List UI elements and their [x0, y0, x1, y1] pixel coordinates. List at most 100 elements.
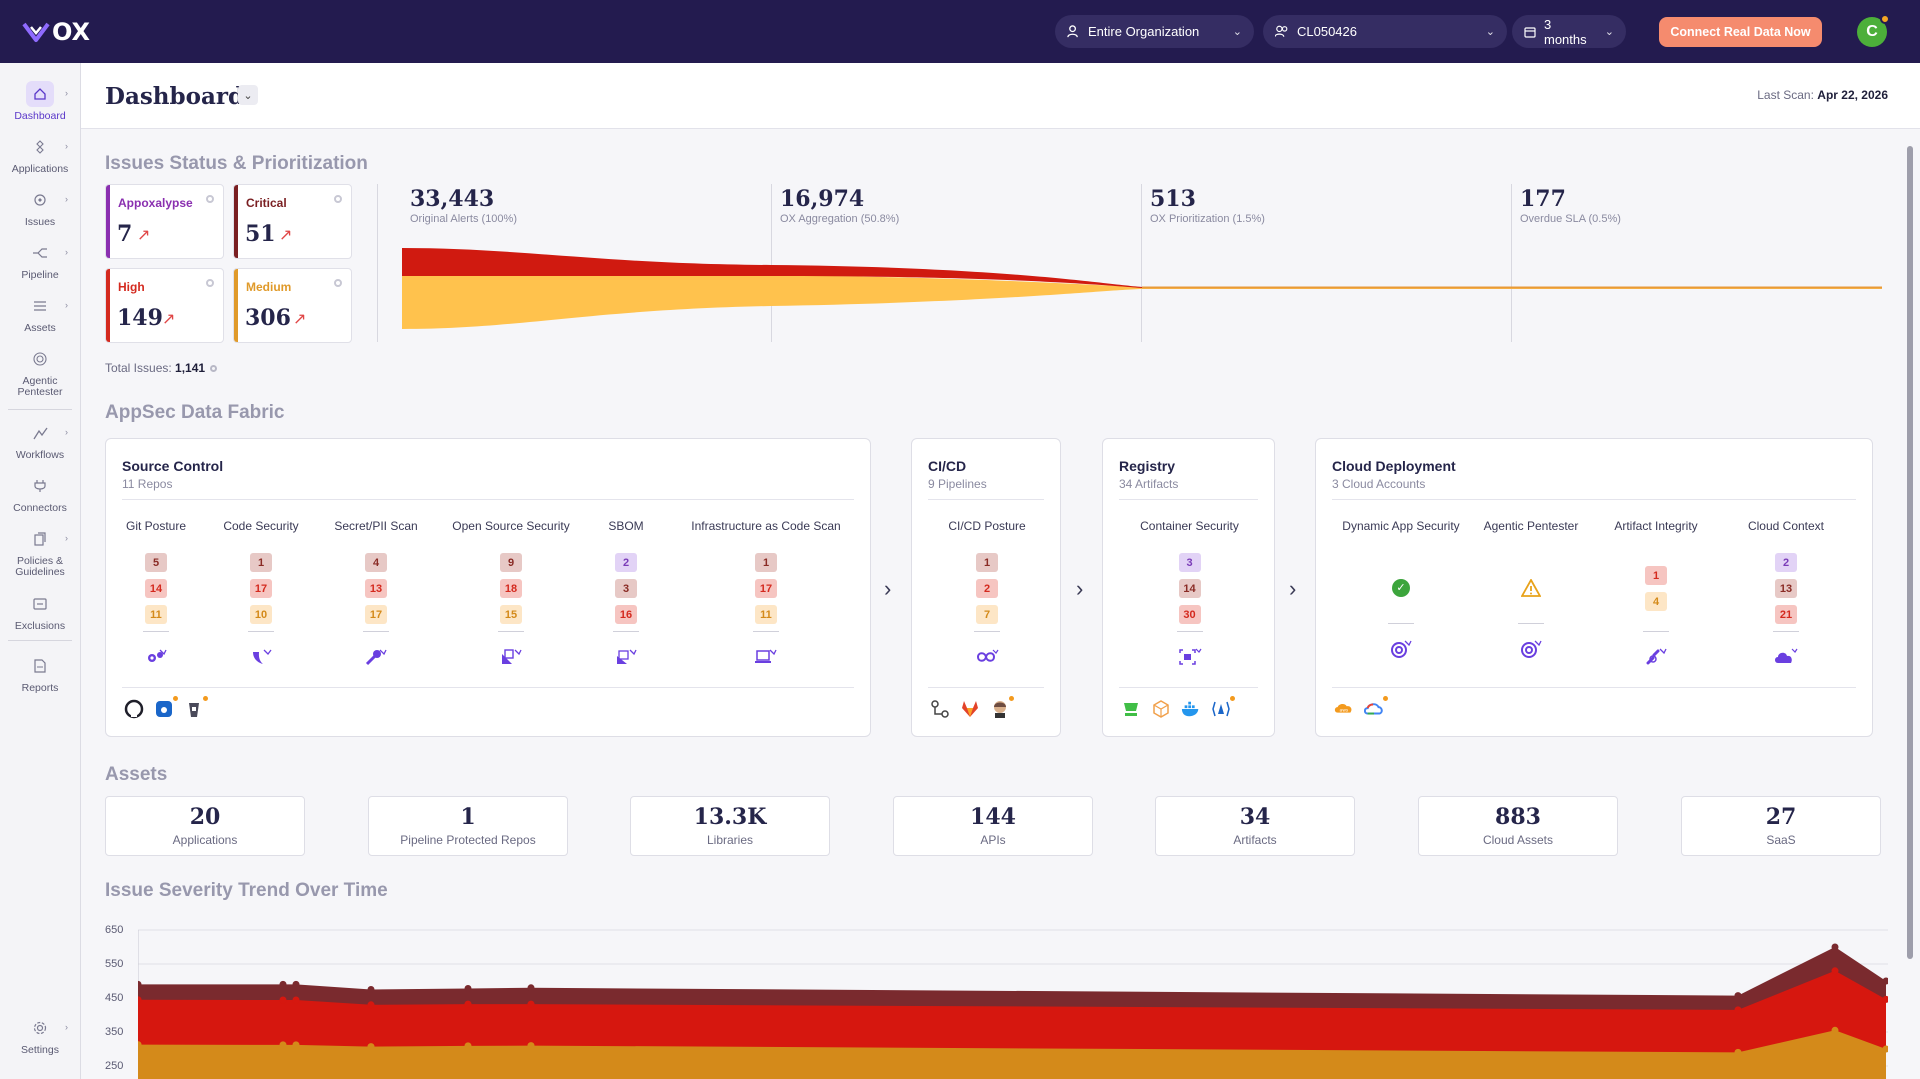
period-select[interactable]: 3 months ⌄	[1512, 15, 1626, 48]
severity-card-medium[interactable]: Medium 306 ↗	[233, 268, 352, 343]
trend-point[interactable]	[527, 1000, 535, 1008]
high-count: 13	[365, 579, 387, 598]
sidebar-item-agentic-pentester[interactable]: Agentic Pentester	[0, 346, 80, 398]
secret-pii-scan-column[interactable]: Secret/PII Scan 4 13 17	[326, 519, 426, 668]
sidebar-item-label: Exclusions	[14, 620, 66, 632]
code-security-column[interactable]: Code Security 1 17 10	[216, 519, 306, 668]
asset-pipeline-protected-repos[interactable]: 1 Pipeline Protected Repos	[368, 796, 568, 856]
asset-saas[interactable]: 27 SaaS	[1681, 796, 1881, 856]
sidebar-item-workflows[interactable]: › Workflows	[0, 420, 80, 461]
trend-point[interactable]	[138, 1041, 142, 1049]
jenkins-icon[interactable]	[990, 696, 1014, 719]
trend-point[interactable]	[279, 1041, 287, 1049]
scrollbar-thumb[interactable]	[1907, 146, 1913, 959]
trend-point[interactable]	[1882, 1045, 1889, 1053]
logo-text: OX	[52, 18, 91, 46]
trend-point[interactable]	[367, 1001, 375, 1009]
sidebar-item-pipeline[interactable]: › Pipeline	[0, 240, 80, 281]
trend-point[interactable]	[464, 985, 472, 992]
trend-point[interactable]	[1882, 977, 1889, 985]
connect-real-data-button[interactable]: Connect Real Data Now	[1659, 17, 1822, 47]
sidebar-item-applications[interactable]: › Applications	[0, 134, 80, 175]
trend-point[interactable]	[1734, 1048, 1742, 1056]
pipeline-tool-icon[interactable]	[930, 699, 950, 719]
info-icon[interactable]	[206, 279, 214, 287]
trend-point[interactable]	[527, 1042, 535, 1050]
trend-point[interactable]	[1734, 992, 1742, 1000]
azure-registry-icon[interactable]	[1211, 696, 1235, 719]
info-icon[interactable]	[206, 195, 214, 203]
dashboard-switch-dropdown[interactable]: ⌄	[238, 85, 258, 105]
agentic-pentester-column[interactable]: Agentic Pentester	[1471, 519, 1591, 660]
azure-repos-icon[interactable]	[154, 696, 178, 719]
trend-point[interactable]	[1734, 1006, 1742, 1014]
severity-card-appoxalypse[interactable]: Appoxalypse 7 ↗	[105, 184, 224, 259]
asset-label: Applications	[172, 833, 238, 847]
asset-libraries[interactable]: 13.3K Libraries	[630, 796, 830, 856]
aws-icon[interactable]: aws	[1334, 699, 1354, 719]
container-security-column[interactable]: Container Security 3 14 30	[1113, 519, 1266, 668]
sidebar-item-assets[interactable]: › Assets	[0, 293, 80, 334]
trend-point[interactable]	[279, 996, 287, 1004]
column-label: Artifact Integrity	[1614, 519, 1698, 533]
trend-area-series-2	[138, 1030, 1886, 1079]
trend-point[interactable]	[367, 986, 375, 993]
gitlab-icon[interactable]	[960, 699, 980, 719]
info-icon[interactable]	[334, 195, 342, 203]
info-icon[interactable]	[210, 365, 218, 372]
sidebar-item-policies[interactable]: › Policies & Guidelines	[0, 526, 80, 578]
registry-card[interactable]: Registry 34 Artifacts Container Security…	[1102, 438, 1275, 737]
cicd-card[interactable]: CI/CD 9 Pipelines CI/CD Posture 1 2 7	[911, 438, 1061, 737]
cloud-deployment-card[interactable]: Cloud Deployment 3 Cloud Accounts Dynami…	[1315, 438, 1873, 737]
cloud-context-column[interactable]: Cloud Context 2 13 21	[1721, 519, 1851, 668]
trend-point[interactable]	[1882, 995, 1889, 1003]
trend-point[interactable]	[138, 980, 142, 988]
sidebar-item-reports[interactable]: Reports	[0, 653, 80, 694]
repo-select[interactable]: CL050426 ⌄	[1263, 15, 1507, 48]
github-icon[interactable]	[124, 699, 144, 719]
trend-point[interactable]	[464, 1000, 472, 1008]
trend-point[interactable]	[279, 980, 287, 988]
trend-point[interactable]	[292, 996, 300, 1004]
sidebar-item-settings[interactable]: › Settings	[0, 1015, 80, 1056]
package-icon[interactable]	[1151, 699, 1171, 719]
severity-card-critical[interactable]: Critical 51 ↗	[233, 184, 352, 259]
asset-cloud-assets[interactable]: 883 Cloud Assets	[1418, 796, 1618, 856]
asset-applications[interactable]: 20 Applications	[105, 796, 305, 856]
docker-icon[interactable]	[1181, 699, 1201, 719]
google-cloud-icon[interactable]	[1364, 696, 1388, 719]
open-source-security-column[interactable]: Open Source Security 9 18 15	[446, 519, 576, 668]
artifact-integrity-column[interactable]: Artifact Integrity 1 4	[1591, 519, 1721, 668]
sidebar-item-dashboard[interactable]: › Dashboard	[0, 81, 80, 122]
sidebar-item-exclusions[interactable]: Exclusions	[0, 591, 80, 632]
asset-apis[interactable]: 144 APIs	[893, 796, 1093, 856]
trend-point[interactable]	[292, 980, 300, 988]
jfrog-icon[interactable]	[1121, 699, 1141, 719]
dynamic-app-security-column[interactable]: Dynamic App Security ✓	[1331, 519, 1471, 660]
organization-select[interactable]: Entire Organization ⌄	[1055, 15, 1254, 48]
iac-scan-column[interactable]: Infrastructure as Code Scan 1 17 11	[676, 519, 856, 668]
trend-point[interactable]	[527, 984, 535, 992]
source-control-card[interactable]: Source Control 11 Repos Git Posture 5 14…	[105, 438, 871, 737]
bitbucket-icon[interactable]	[184, 696, 208, 719]
ox-logo[interactable]: OX	[22, 18, 90, 46]
avatar[interactable]: C	[1857, 14, 1890, 47]
asset-artifacts[interactable]: 34 Artifacts	[1155, 796, 1355, 856]
sidebar-item-connectors[interactable]: Connectors	[0, 473, 80, 514]
trend-point[interactable]	[1831, 967, 1839, 975]
trend-point[interactable]	[292, 1041, 300, 1049]
trend-point[interactable]	[138, 996, 142, 1004]
cicd-posture-column[interactable]: CI/CD Posture 1 2 7	[922, 519, 1052, 668]
info-icon[interactable]	[334, 279, 342, 287]
asset-value: 34	[1239, 804, 1271, 830]
appoxalypse-count: 3	[1178, 553, 1201, 572]
git-posture-column[interactable]: Git Posture 5 14 11	[116, 519, 196, 668]
sidebar-item-issues[interactable]: › Issues	[0, 187, 80, 228]
trend-point[interactable]	[367, 1043, 375, 1051]
trend-point[interactable]	[464, 1042, 472, 1050]
trend-point[interactable]	[1831, 1026, 1839, 1034]
trend-point[interactable]	[1831, 943, 1839, 951]
severity-card-high[interactable]: High 149 ↗	[105, 268, 224, 343]
card-divider	[928, 499, 1044, 500]
sbom-column[interactable]: SBOM 2 3 16	[596, 519, 656, 668]
